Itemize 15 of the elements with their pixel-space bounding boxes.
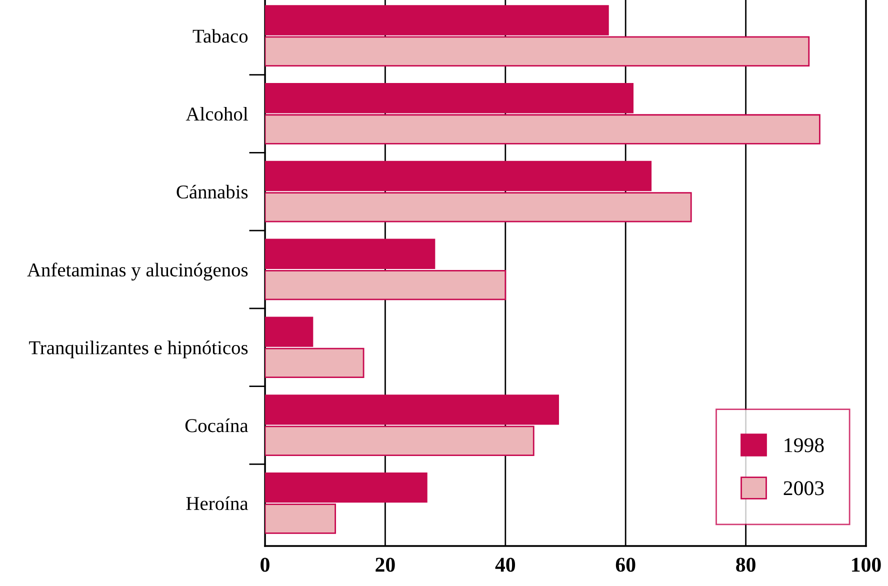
legend-label: 2003 (784, 481, 824, 496)
legend-label: 1998 (784, 438, 824, 452)
y-tick-label: Cocaína (185, 418, 248, 432)
x-tick-label: 20 (376, 558, 395, 572)
y-tick-label: Alcohol (186, 106, 248, 121)
x-tick-label: 0 (260, 558, 270, 572)
x-tick-label: 40 (495, 558, 516, 572)
y-tick-label: Tabaco (192, 29, 248, 43)
x-tick-label: 80 (736, 558, 756, 572)
y-tick-label: Anfetaminas y alucinógenos (27, 262, 248, 281)
y-tick-label: Heroína (186, 496, 248, 510)
y-tick-label: Tranquilizantes e hipnóticos (29, 340, 248, 358)
y-tick-label: Cánnabis (176, 184, 248, 199)
x-tick-label: 60 (616, 558, 636, 572)
x-tick-label: 100 (852, 558, 881, 572)
